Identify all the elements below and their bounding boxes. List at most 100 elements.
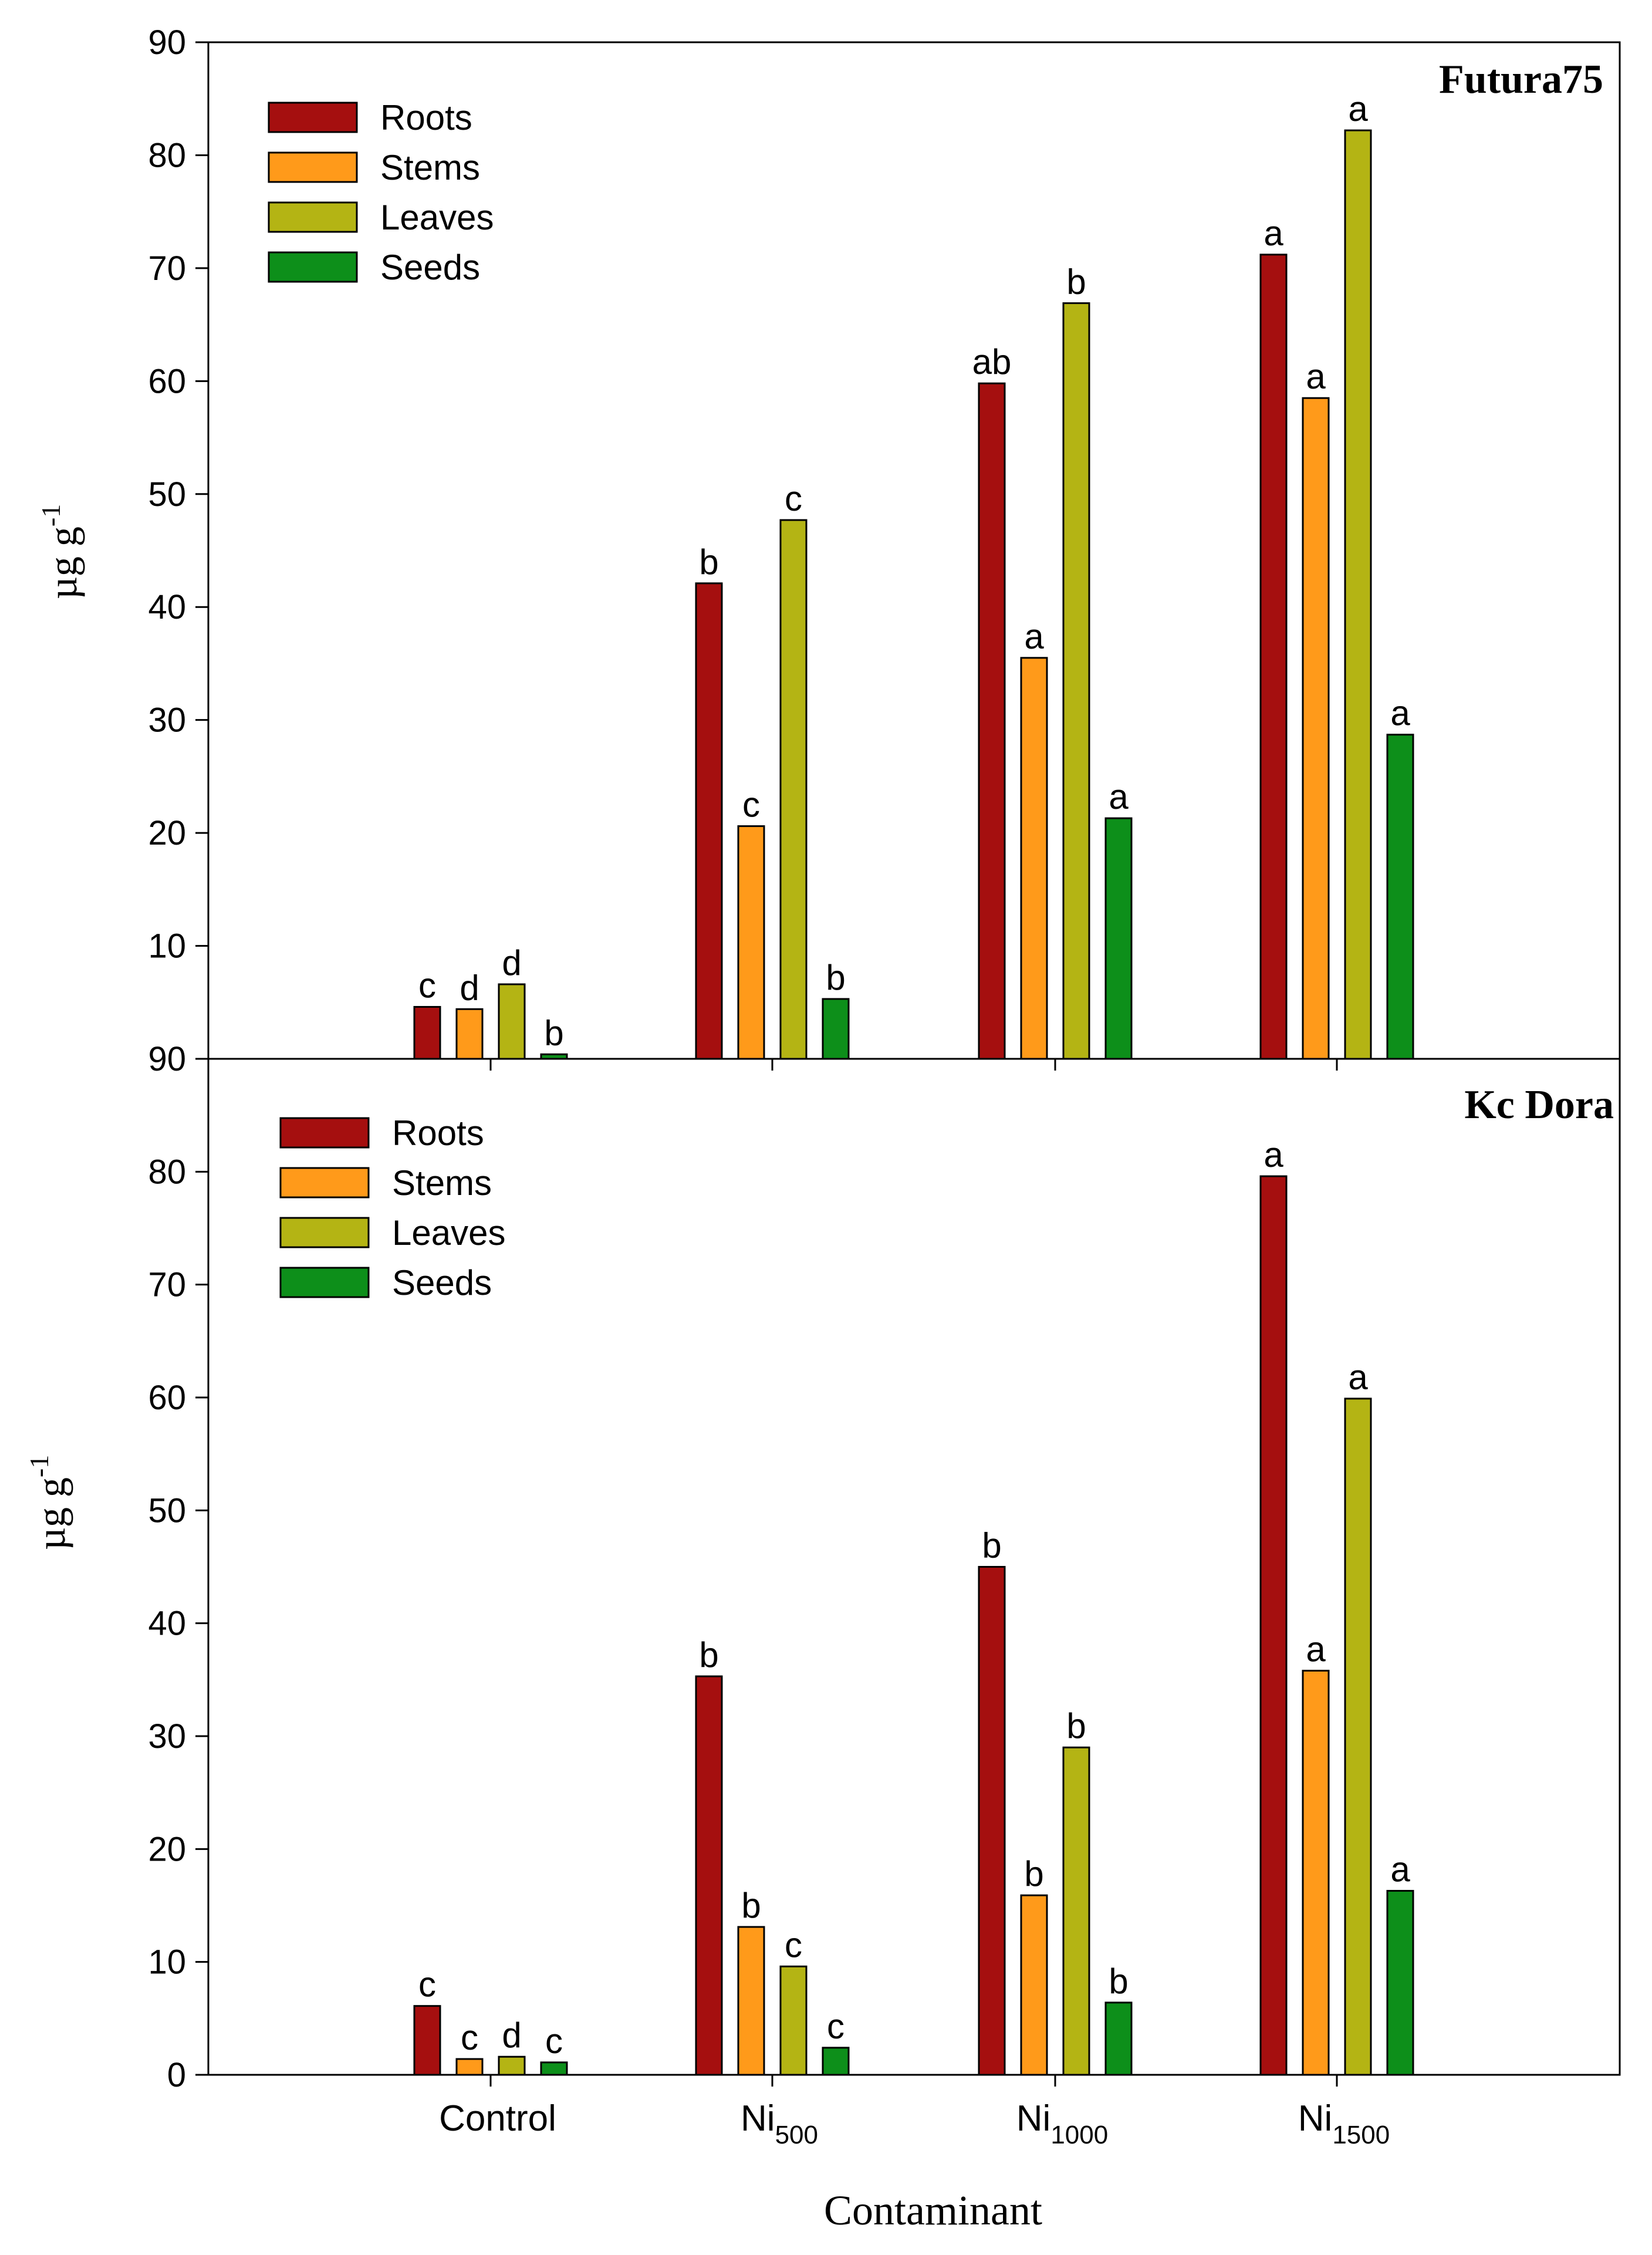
data-label: a: [1390, 694, 1410, 733]
data-label: b: [982, 1526, 1001, 1565]
data-label: ab: [972, 342, 1012, 382]
data-label: a: [1264, 214, 1283, 253]
data-label: c: [785, 479, 802, 518]
bar-stems-ni500: [737, 1926, 765, 2076]
bar-seeds-ni1500: [1386, 1889, 1414, 2076]
bar-leaves-ni1000: [1062, 302, 1090, 1060]
x-axis-label: Contaminant: [824, 2187, 1042, 2234]
x-category-labels: Control Ni500 Ni1000 Ni1500: [439, 2098, 1390, 2149]
x-category-subscript: 1500: [1332, 2121, 1390, 2149]
legend-label-leaves: Leaves: [392, 1213, 505, 1253]
y-axis-label-superscript: -1: [36, 504, 66, 526]
legend-label-stems: Stems: [380, 148, 480, 187]
legend-label-leaves: Leaves: [380, 198, 494, 237]
data-label: b: [1024, 1854, 1043, 1893]
data-label: a: [1348, 1358, 1368, 1397]
bar-leaves-control: [498, 983, 526, 1060]
legend-swatch-roots: [279, 1117, 370, 1149]
data-label: c: [418, 966, 436, 1005]
x-category-ni1000: Ni1000: [1016, 2098, 1108, 2149]
y-tick-label: 80: [148, 136, 186, 174]
y-tick-label: 30: [148, 1717, 186, 1756]
legend-label-roots: Roots: [392, 1113, 484, 1153]
legend-swatch-leaves: [268, 201, 358, 233]
data-label: c: [742, 785, 760, 825]
y-axis-label: µg g-1: [36, 504, 85, 600]
bar-roots-ni1500: [1259, 254, 1288, 1060]
x-category-base: Control: [439, 2098, 556, 2139]
x-category-base: Ni: [741, 2098, 775, 2139]
bar-seeds-ni1500: [1386, 734, 1414, 1060]
legend-label-roots: Roots: [380, 98, 472, 137]
legend-swatch-leaves: [279, 1217, 370, 1248]
data-label: a: [1306, 1629, 1326, 1669]
legend-label-seeds: Seeds: [380, 248, 480, 287]
y-tick-label: 40: [148, 1605, 186, 1643]
bar-roots-ni1500: [1259, 1175, 1288, 2076]
data-label: b: [1066, 262, 1086, 302]
bar-leaves-control: [498, 2055, 526, 2076]
y-axis-label-main: µg g: [40, 526, 85, 599]
panel-title: Futura75: [1439, 57, 1603, 102]
bar-seeds-ni1000: [1104, 817, 1133, 1060]
data-label: c: [418, 1965, 436, 2004]
data-label: c: [785, 1925, 802, 1964]
bar-leaves-ni500: [779, 1965, 808, 2076]
bar-stems-ni500: [737, 825, 765, 1060]
data-label: a: [1390, 1849, 1410, 1889]
data-label: c: [827, 2007, 844, 2046]
y-tick-label: 80: [148, 1153, 186, 1191]
plot-frame: [207, 1058, 1621, 2076]
x-category-subscript: 500: [775, 2121, 818, 2149]
x-category-ni500: Ni500: [741, 2098, 818, 2149]
data-label: d: [502, 2016, 521, 2055]
bar-leaves-ni1000: [1062, 1746, 1090, 2076]
x-category-base: Ni: [1298, 2098, 1333, 2139]
y-axis-label-main: µg g: [29, 1477, 73, 1550]
y-tick-label: 50: [148, 1491, 186, 1530]
x-category-base: Ni: [1016, 2098, 1051, 2139]
data-label: d: [460, 968, 479, 1007]
y-tick-label: 70: [148, 249, 186, 288]
data-label: a: [1348, 89, 1368, 129]
legend-swatch-seeds: [279, 1267, 370, 1298]
y-tick-label: 20: [148, 1830, 186, 1868]
y-tick-label: 20: [148, 814, 186, 852]
data-label: c: [461, 2018, 478, 2057]
bar-seeds-control: [540, 2061, 568, 2076]
data-label: c: [545, 2021, 563, 2061]
data-label: b: [1109, 1962, 1128, 2001]
bar-leaves-ni500: [779, 519, 808, 1060]
x-category-control: Control: [439, 2098, 556, 2139]
bar-seeds-ni1000: [1104, 2001, 1133, 2076]
bar-seeds-ni500: [822, 2047, 850, 2076]
bar-leaves-ni1500: [1344, 1397, 1372, 2076]
data-label: a: [1264, 1135, 1283, 1174]
bar-roots-ni500: [695, 1675, 723, 2076]
bar-stems-control: [455, 1008, 484, 1060]
bar-stems-ni1000: [1020, 1894, 1048, 2076]
panel-title: Kc Dora: [1464, 1082, 1614, 1128]
legend-label-stems: Stems: [392, 1163, 492, 1203]
bar-roots-ni500: [695, 582, 723, 1060]
data-label: a: [1109, 777, 1129, 816]
data-label: b: [741, 1886, 761, 1925]
legend-swatch-stems: [279, 1167, 370, 1199]
y-tick-label: 30: [148, 701, 186, 740]
data-label: b: [544, 1013, 563, 1052]
legend-swatch-stems: [268, 151, 358, 183]
y-tick-label: 10: [148, 927, 186, 966]
bar-roots-control: [413, 2005, 441, 2076]
y-tick-label: 70: [148, 1266, 186, 1304]
y-tick-label: 50: [148, 475, 186, 514]
bar-stems-ni1500: [1302, 1669, 1330, 2076]
bar-stems-control: [455, 2058, 484, 2076]
bar-roots-ni1000: [978, 1566, 1006, 2076]
data-label: b: [699, 1635, 718, 1675]
y-axis-label: µg g-1: [24, 1455, 73, 1551]
x-category-ni1500: Ni1500: [1298, 2098, 1390, 2149]
y-tick-label: 60: [148, 362, 186, 400]
panel-futura75: 90102030405060708090cbabadcaadcbabbaaRoo…: [36, 23, 1621, 1078]
